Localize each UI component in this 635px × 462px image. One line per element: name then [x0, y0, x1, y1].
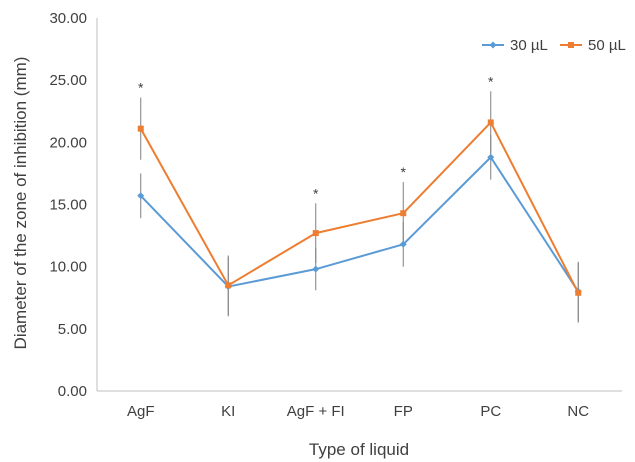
significance-star: *: [313, 185, 319, 201]
data-point: [575, 289, 582, 296]
series-line: [139, 121, 580, 294]
x-tick-label: FP: [394, 403, 413, 420]
legend-label: 30 µL: [510, 37, 548, 54]
data-point: [487, 153, 495, 161]
data-point: [487, 119, 494, 126]
significance-star: *: [401, 164, 407, 180]
y-tick-labels: 0.00 5.00 10.00 15.00 20.00 25.00 30.00: [49, 10, 87, 400]
y-tick-label: 0.00: [58, 383, 87, 400]
x-tick-labels: AgF KI AgF + FI FP PC NC: [127, 403, 589, 420]
x-tick-label: KI: [221, 403, 235, 420]
data-point: [399, 240, 407, 248]
legend: 30 µL 50 µL: [482, 37, 626, 54]
series-markers: [137, 119, 582, 296]
axes: [96, 18, 622, 392]
legend-label: 50 µL: [588, 37, 626, 54]
legend-swatch-marker: [568, 42, 574, 48]
y-tick-label: 5.00: [58, 321, 87, 338]
legend-swatch-marker: [489, 41, 497, 49]
x-axis-title: Type of liquid: [309, 440, 409, 459]
data-point: [312, 230, 319, 237]
significance-star: *: [488, 73, 494, 89]
x-tick-label: PC: [480, 403, 501, 420]
x-tick-label: AgF: [127, 403, 155, 420]
x-tick-label: NC: [567, 403, 589, 420]
x-tick-label: AgF + FI: [287, 403, 345, 420]
data-point: [400, 210, 407, 217]
y-tick-label: 10.00: [49, 259, 87, 276]
series-line: [140, 156, 580, 293]
data-point: [225, 282, 232, 289]
y-tick-label: 15.00: [49, 197, 87, 214]
significance-markers: * * * *: [138, 73, 494, 201]
y-tick-label: 25.00: [49, 72, 87, 89]
y-axis-title: Diameter of the zone of inhibition (mm): [11, 57, 30, 350]
data-point: [312, 265, 320, 273]
series-lines: [139, 121, 580, 294]
error-bars: [140, 91, 579, 323]
significance-star: *: [138, 80, 144, 96]
data-point: [137, 125, 144, 132]
y-tick-label: 20.00: [49, 134, 87, 151]
data-point: [137, 192, 145, 200]
y-tick-label: 30.00: [49, 10, 87, 27]
